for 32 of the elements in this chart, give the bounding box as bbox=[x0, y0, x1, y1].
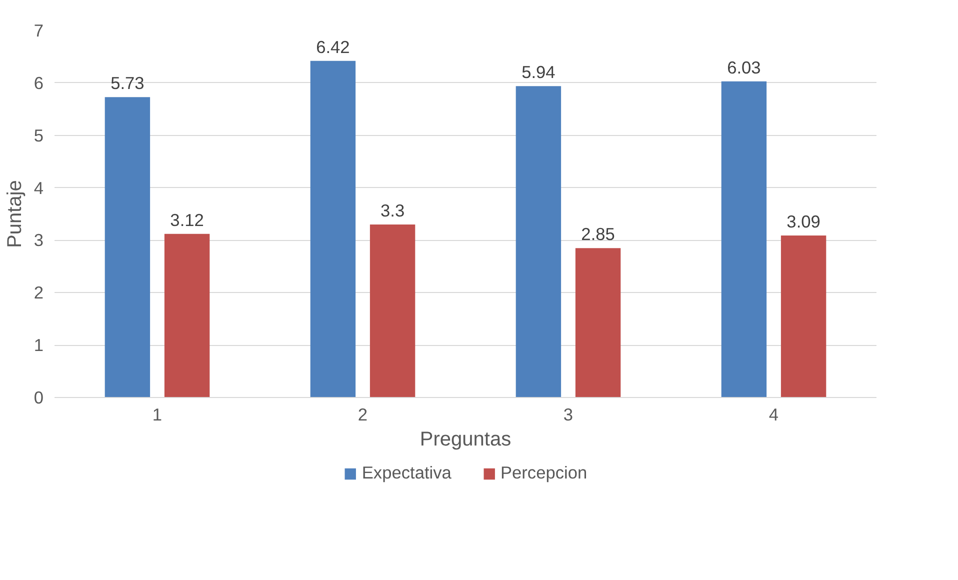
data-label: 3.3 bbox=[380, 200, 405, 220]
x-tick-label: 3 bbox=[563, 404, 574, 424]
y-tick-label: 5 bbox=[34, 125, 44, 146]
bar bbox=[516, 86, 562, 398]
data-label: 3.09 bbox=[786, 211, 820, 232]
data-label: 5.73 bbox=[110, 73, 144, 94]
y-tick-label: 7 bbox=[34, 20, 44, 40]
data-label: 6.03 bbox=[727, 57, 761, 78]
x-tick-label: 1 bbox=[152, 404, 162, 424]
data-label: 2.85 bbox=[581, 224, 615, 244]
bar bbox=[164, 234, 210, 398]
bar bbox=[780, 235, 826, 398]
y-tick-label: 6 bbox=[34, 72, 44, 93]
x-axis-title: Preguntas bbox=[420, 428, 512, 450]
legend-label: Percepcion bbox=[500, 462, 588, 484]
legend-label: Expectativa bbox=[362, 462, 452, 484]
y-tick-label: 2 bbox=[34, 282, 44, 303]
bar bbox=[370, 224, 416, 398]
y-tick-label: 1 bbox=[34, 335, 44, 356]
y-axis-title: Puntaje bbox=[4, 180, 26, 248]
data-label: 6.42 bbox=[316, 36, 350, 57]
y-tick-label: 4 bbox=[34, 178, 44, 198]
bar bbox=[104, 97, 150, 398]
bar bbox=[310, 60, 356, 398]
bar bbox=[721, 81, 767, 398]
x-tick-label: 4 bbox=[768, 404, 779, 424]
data-label: 3.12 bbox=[170, 210, 204, 230]
x-tick-label: 2 bbox=[358, 404, 368, 424]
bar bbox=[575, 248, 621, 398]
y-tick-label: 0 bbox=[34, 388, 44, 408]
y-tick-label: 3 bbox=[34, 230, 44, 250]
data-label: 5.94 bbox=[522, 62, 556, 82]
